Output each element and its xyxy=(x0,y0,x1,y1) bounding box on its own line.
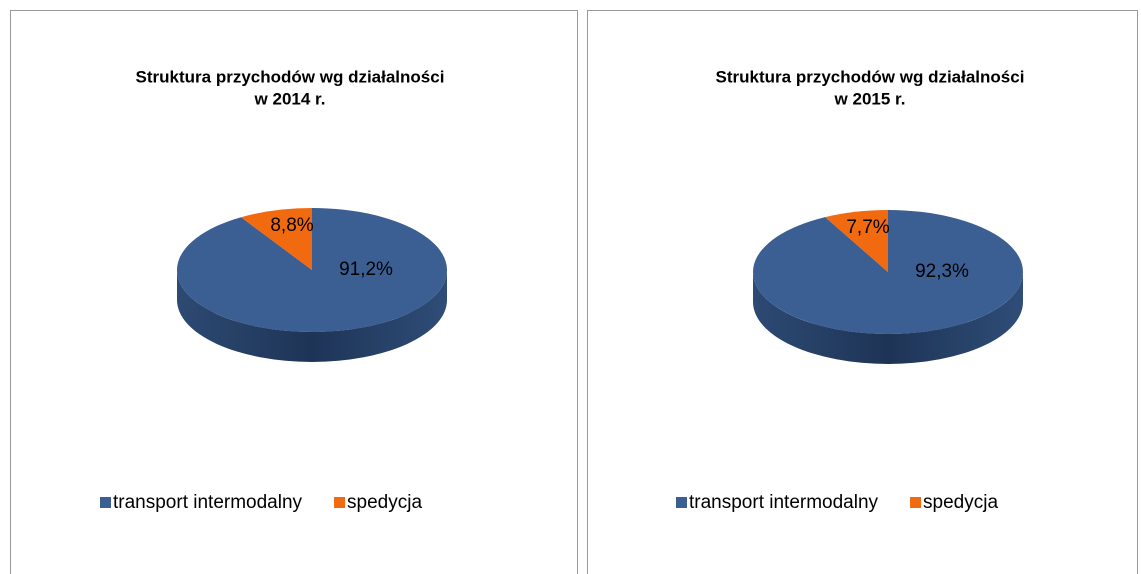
pie-side xyxy=(177,270,447,362)
data-label: 92,3% xyxy=(915,261,969,282)
chart-title: w 2014 r. xyxy=(254,89,326,108)
legend-swatch xyxy=(676,497,687,508)
pie-slice xyxy=(825,210,888,272)
chart-title: Struktura przychodów wg działalności xyxy=(716,67,1025,86)
legend-swatch xyxy=(910,497,922,508)
chart-title: Struktura przychodów wg działalności xyxy=(136,67,445,86)
pie-side xyxy=(753,272,1023,364)
legend-label: transport intermodalny xyxy=(689,492,879,513)
legend-label: spedycja xyxy=(923,492,998,513)
legend-label: spedycja xyxy=(347,492,422,513)
legend-swatch xyxy=(100,497,111,508)
legend-swatch xyxy=(334,497,346,508)
pie-slice xyxy=(753,210,1024,334)
data-label: 7,7% xyxy=(846,217,889,238)
chart-title: w 2015 r. xyxy=(834,89,906,108)
pie-slice xyxy=(241,208,312,270)
legend-label: transport intermodalny xyxy=(113,492,303,513)
data-label: 8,8% xyxy=(270,215,313,236)
data-label: 91,2% xyxy=(339,259,393,280)
